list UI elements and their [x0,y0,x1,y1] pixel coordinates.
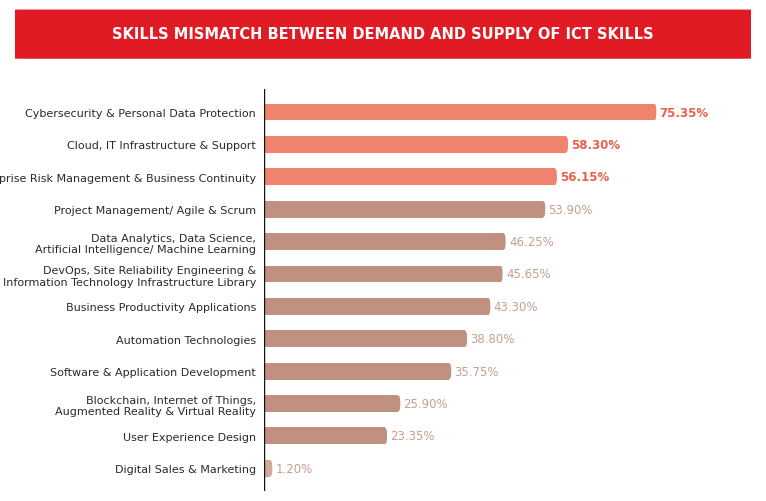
Text: SKILLS MISMATCH BETWEEN DEMAND AND SUPPLY OF ICT SKILLS: SKILLS MISMATCH BETWEEN DEMAND AND SUPPL… [112,27,654,42]
Text: 43.30%: 43.30% [494,300,538,313]
Bar [264,104,654,121]
Circle shape [499,267,502,282]
Text: 56.15%: 56.15% [560,171,610,184]
Circle shape [653,106,656,120]
Text: 38.80%: 38.80% [470,333,515,346]
Bar [264,460,270,477]
Text: 46.25%: 46.25% [509,235,554,248]
Bar [264,169,555,186]
Bar [264,428,385,444]
Bar [264,298,489,315]
Text: 75.35%: 75.35% [660,106,709,119]
FancyBboxPatch shape [0,11,766,60]
Circle shape [554,170,556,184]
Bar [264,137,566,153]
Circle shape [448,364,450,379]
Circle shape [398,397,400,411]
Circle shape [384,429,386,443]
Bar [264,331,465,348]
Circle shape [542,202,545,217]
Circle shape [565,138,568,152]
Text: 1.20%: 1.20% [276,462,313,475]
Text: 53.90%: 53.90% [548,203,593,216]
Circle shape [464,332,466,346]
Bar [264,201,543,218]
Bar [264,266,501,283]
Text: 35.75%: 35.75% [454,365,499,378]
Circle shape [502,235,505,249]
Text: 25.90%: 25.90% [404,397,448,410]
Circle shape [487,300,489,314]
Bar [264,233,504,250]
Text: 45.65%: 45.65% [506,268,551,281]
Bar [264,363,450,380]
Text: 58.30%: 58.30% [571,139,620,152]
Text: 23.35%: 23.35% [391,429,435,442]
Circle shape [270,461,272,475]
Bar [264,395,398,412]
